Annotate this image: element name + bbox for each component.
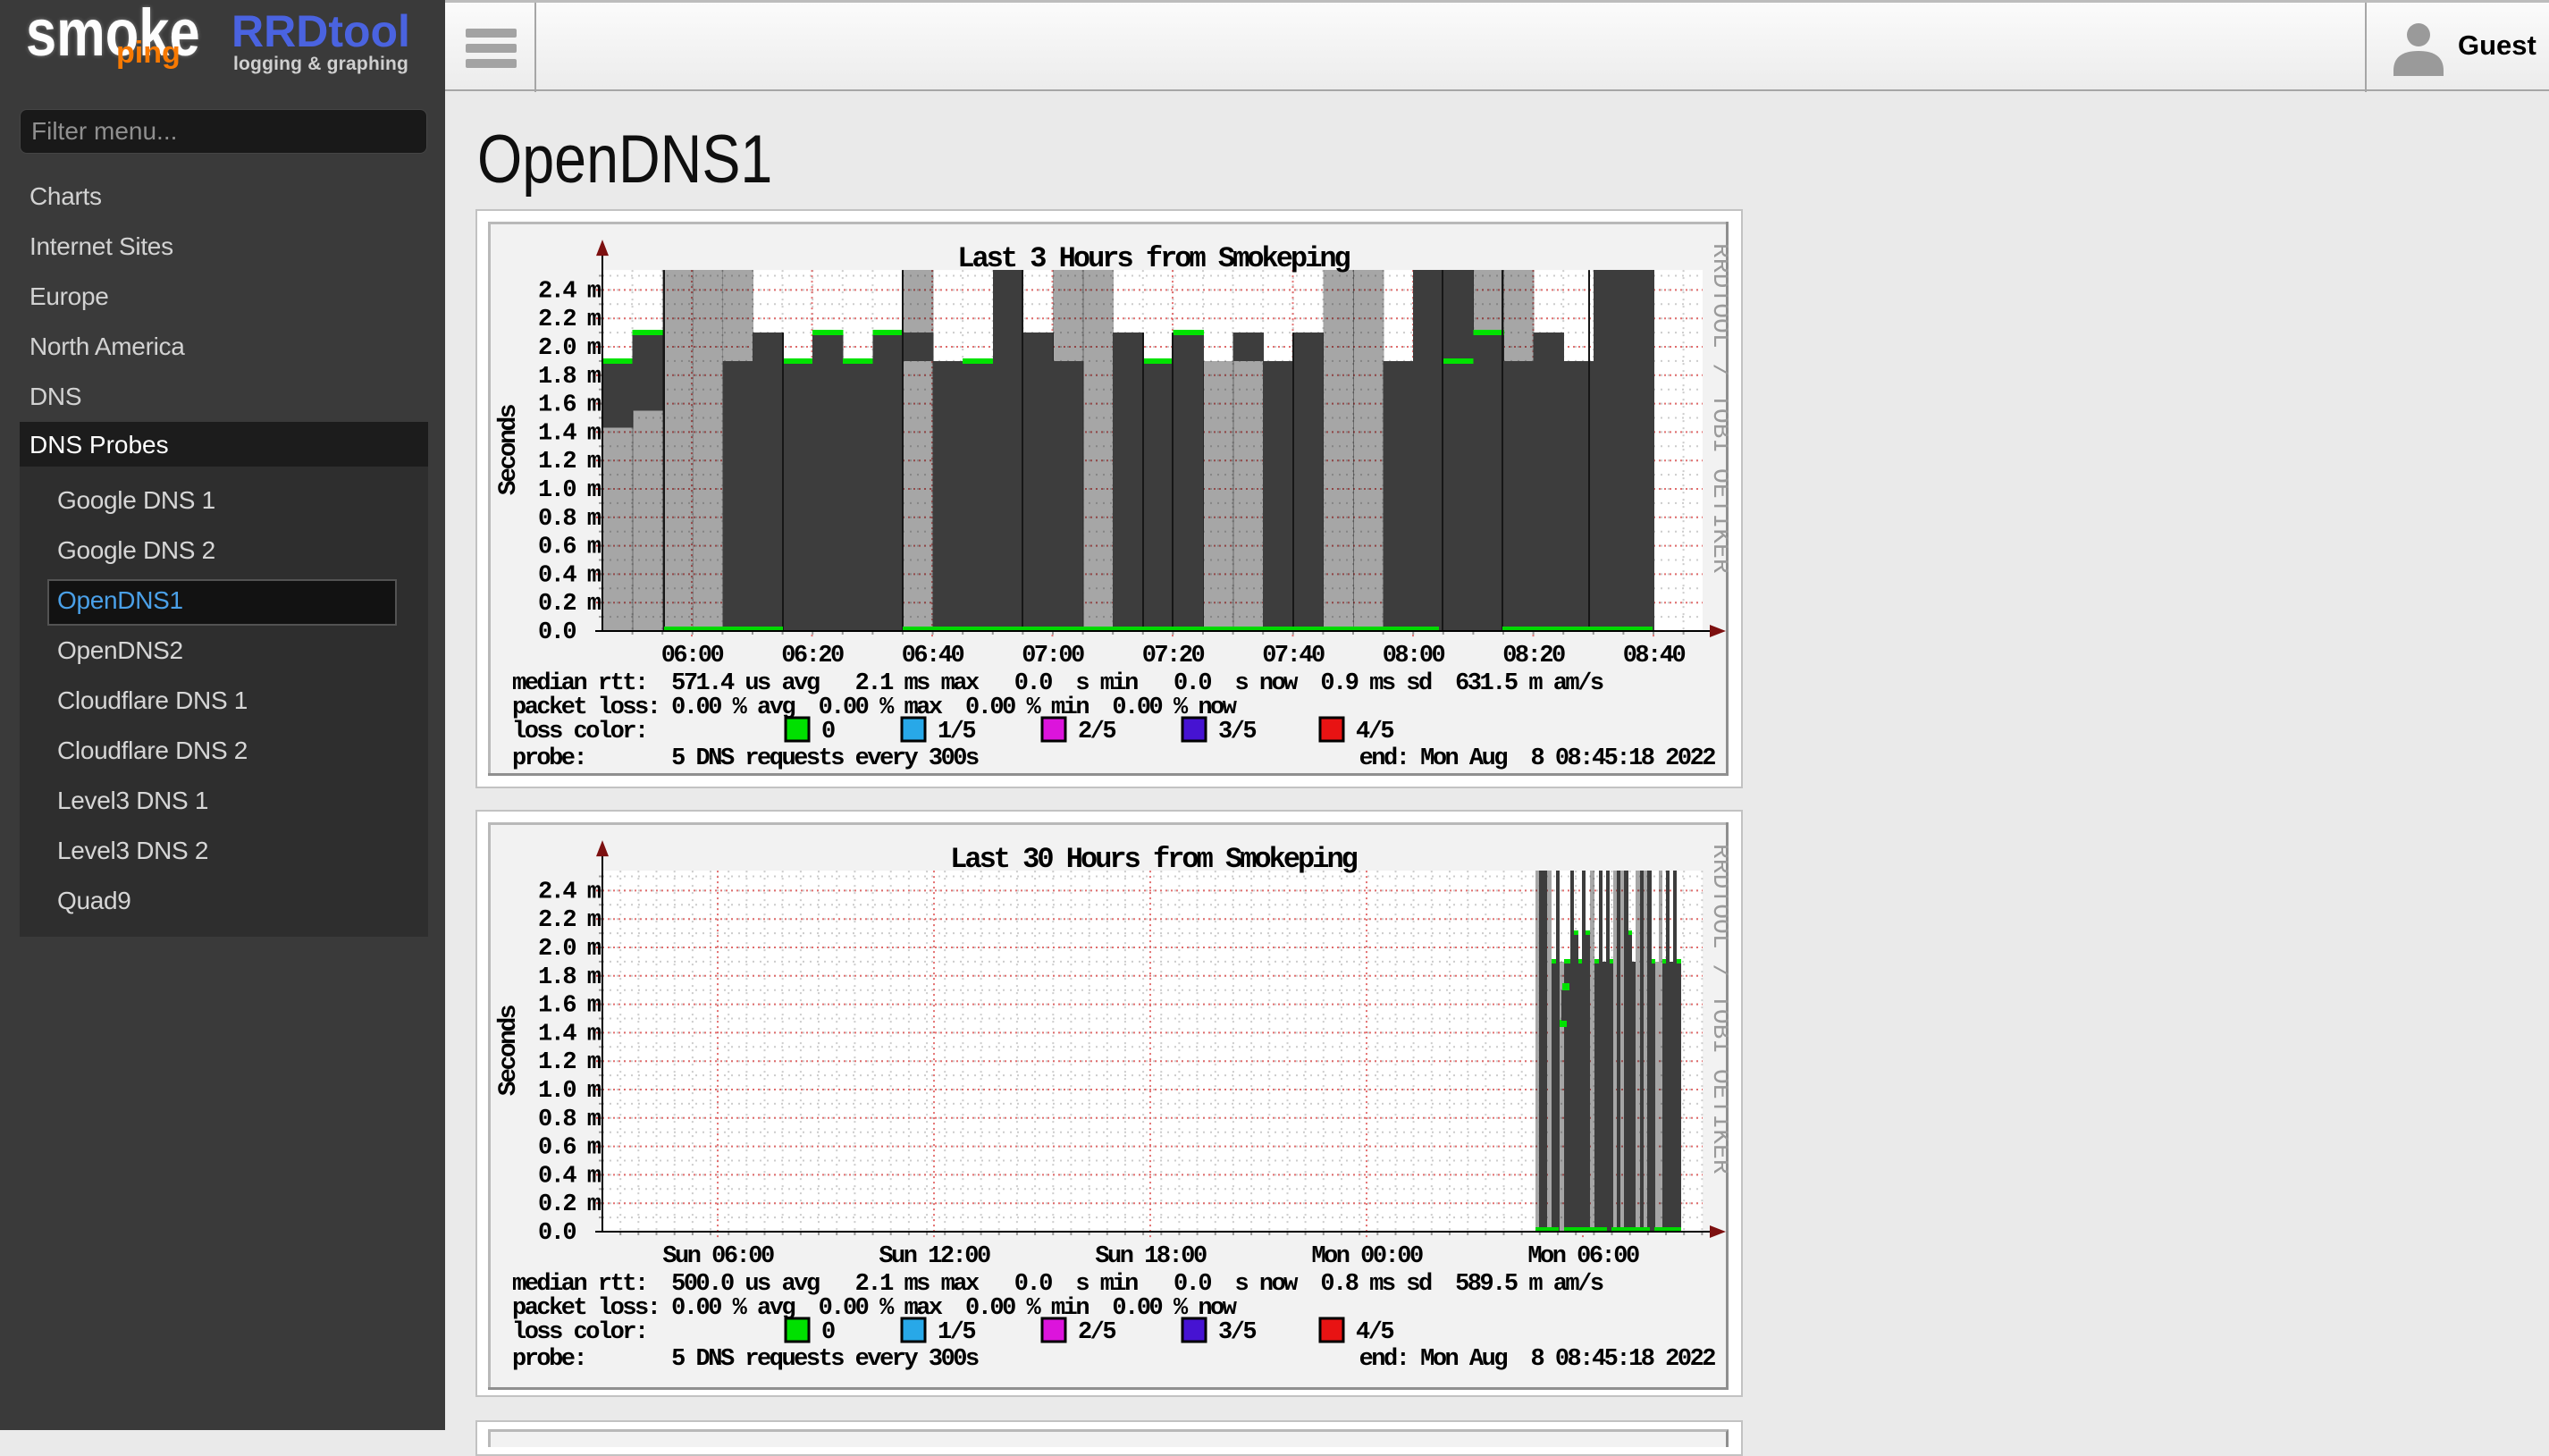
- svg-text:1.4 m: 1.4 m: [538, 420, 601, 447]
- svg-text:0.6 m: 0.6 m: [538, 1135, 601, 1162]
- svg-text:end: Mon Aug 8 08:45:18 2022: end: Mon Aug 8 08:45:18 2022: [1359, 1346, 1716, 1373]
- svg-text:2.2 m: 2.2 m: [538, 907, 601, 934]
- svg-text:0.2 m: 0.2 m: [538, 591, 601, 618]
- svg-text:2.4 m: 2.4 m: [538, 278, 601, 305]
- svg-text:1.2 m: 1.2 m: [538, 449, 601, 476]
- svg-text:0.4 m: 0.4 m: [538, 1163, 601, 1190]
- svg-text:loss color:: loss color:: [512, 1319, 647, 1346]
- svg-text:2.0 m: 2.0 m: [538, 335, 601, 362]
- svg-text:Seconds: Seconds: [495, 1005, 523, 1096]
- svg-text:0.2 m: 0.2 m: [538, 1191, 601, 1218]
- svg-text:0.8 m: 0.8 m: [538, 1107, 601, 1133]
- svg-text:1/5: 1/5: [938, 1319, 975, 1346]
- svg-text:RRDTOOL / TOBI OETIKER: RRDTOOL / TOBI OETIKER: [1706, 844, 1729, 1174]
- svg-text:07:40: 07:40: [1262, 643, 1325, 669]
- svg-text:06:00: 06:00: [661, 643, 724, 669]
- svg-text:Mon 00:00: Mon 00:00: [1311, 1243, 1423, 1270]
- svg-text:0.0: 0.0: [538, 1220, 576, 1247]
- svg-text:4/5: 4/5: [1356, 719, 1393, 745]
- svg-text:1.2 m: 1.2 m: [538, 1049, 601, 1076]
- svg-text:0.0: 0.0: [538, 619, 576, 646]
- svg-text:probe: 5 DNS requests ev: probe: 5 DNS requests every 300s: [512, 1346, 979, 1373]
- svg-text:Seconds: Seconds: [495, 404, 523, 495]
- svg-text:1/5: 1/5: [938, 719, 975, 745]
- svg-text:2.4 m: 2.4 m: [538, 879, 601, 905]
- svg-text:08:00: 08:00: [1383, 643, 1445, 669]
- svg-text:2/5: 2/5: [1078, 719, 1115, 745]
- svg-text:0.4 m: 0.4 m: [538, 562, 601, 589]
- svg-text:probe: 5 DNS requests ev: probe: 5 DNS requests every 300s: [512, 745, 979, 772]
- svg-text:median rtt: 500.0 us avg 2.: median rtt: 500.0 us avg 2.1 ms max 0.0 …: [512, 1271, 1603, 1298]
- svg-text:06:20: 06:20: [781, 643, 844, 669]
- svg-text:1.6 m: 1.6 m: [538, 993, 601, 1020]
- svg-text:1.6 m: 1.6 m: [538, 392, 601, 419]
- svg-text:0: 0: [821, 1319, 835, 1346]
- svg-text:Sun 18:00: Sun 18:00: [1095, 1243, 1207, 1270]
- svg-text:loss color:: loss color:: [512, 719, 647, 745]
- svg-text:1.8 m: 1.8 m: [538, 964, 601, 991]
- svg-text:06:40: 06:40: [902, 643, 964, 669]
- svg-text:2/5: 2/5: [1078, 1319, 1115, 1346]
- svg-text:Last 30 Hours from Smokeping: Last 30 Hours from Smokeping: [950, 843, 1357, 876]
- svg-text:0: 0: [821, 719, 835, 745]
- svg-text:packet loss: 0.00 % avg 0.00: packet loss: 0.00 % avg 0.00 % max 0.00 …: [512, 694, 1238, 721]
- svg-text:end: Mon Aug 8 08:45:18 2022: end: Mon Aug 8 08:45:18 2022: [1359, 745, 1716, 772]
- svg-text:07:20: 07:20: [1142, 643, 1205, 669]
- svg-text:median rtt: 571.4 us avg 2.: median rtt: 571.4 us avg 2.1 ms max 0.0 …: [512, 670, 1603, 697]
- svg-text:Sun 12:00: Sun 12:00: [879, 1243, 990, 1270]
- svg-text:08:20: 08:20: [1502, 643, 1565, 669]
- svg-text:3/5: 3/5: [1218, 1319, 1256, 1346]
- svg-text:RRDTOOL / TOBI OETIKER: RRDTOOL / TOBI OETIKER: [1706, 243, 1729, 574]
- svg-text:0.6 m: 0.6 m: [538, 534, 601, 561]
- svg-text:0.8 m: 0.8 m: [538, 506, 601, 533]
- svg-text:08:40: 08:40: [1623, 643, 1686, 669]
- svg-text:07:00: 07:00: [1022, 643, 1084, 669]
- svg-text:Mon 06:00: Mon 06:00: [1527, 1243, 1639, 1270]
- svg-text:1.0 m: 1.0 m: [538, 1078, 601, 1105]
- svg-text:4/5: 4/5: [1356, 1319, 1393, 1346]
- svg-text:Last 3 Hours from Smokeping: Last 3 Hours from Smokeping: [957, 242, 1350, 275]
- svg-text:1.8 m: 1.8 m: [538, 364, 601, 391]
- svg-text:1.4 m: 1.4 m: [538, 1021, 601, 1048]
- svg-text:3/5: 3/5: [1218, 719, 1256, 745]
- svg-text:packet loss: 0.00 % avg 0.00: packet loss: 0.00 % avg 0.00 % max 0.00 …: [512, 1295, 1238, 1322]
- svg-text:2.2 m: 2.2 m: [538, 307, 601, 333]
- svg-text:2.0 m: 2.0 m: [538, 936, 601, 963]
- svg-text:Sun 06:00: Sun 06:00: [662, 1243, 774, 1270]
- svg-text:1.0 m: 1.0 m: [538, 477, 601, 504]
